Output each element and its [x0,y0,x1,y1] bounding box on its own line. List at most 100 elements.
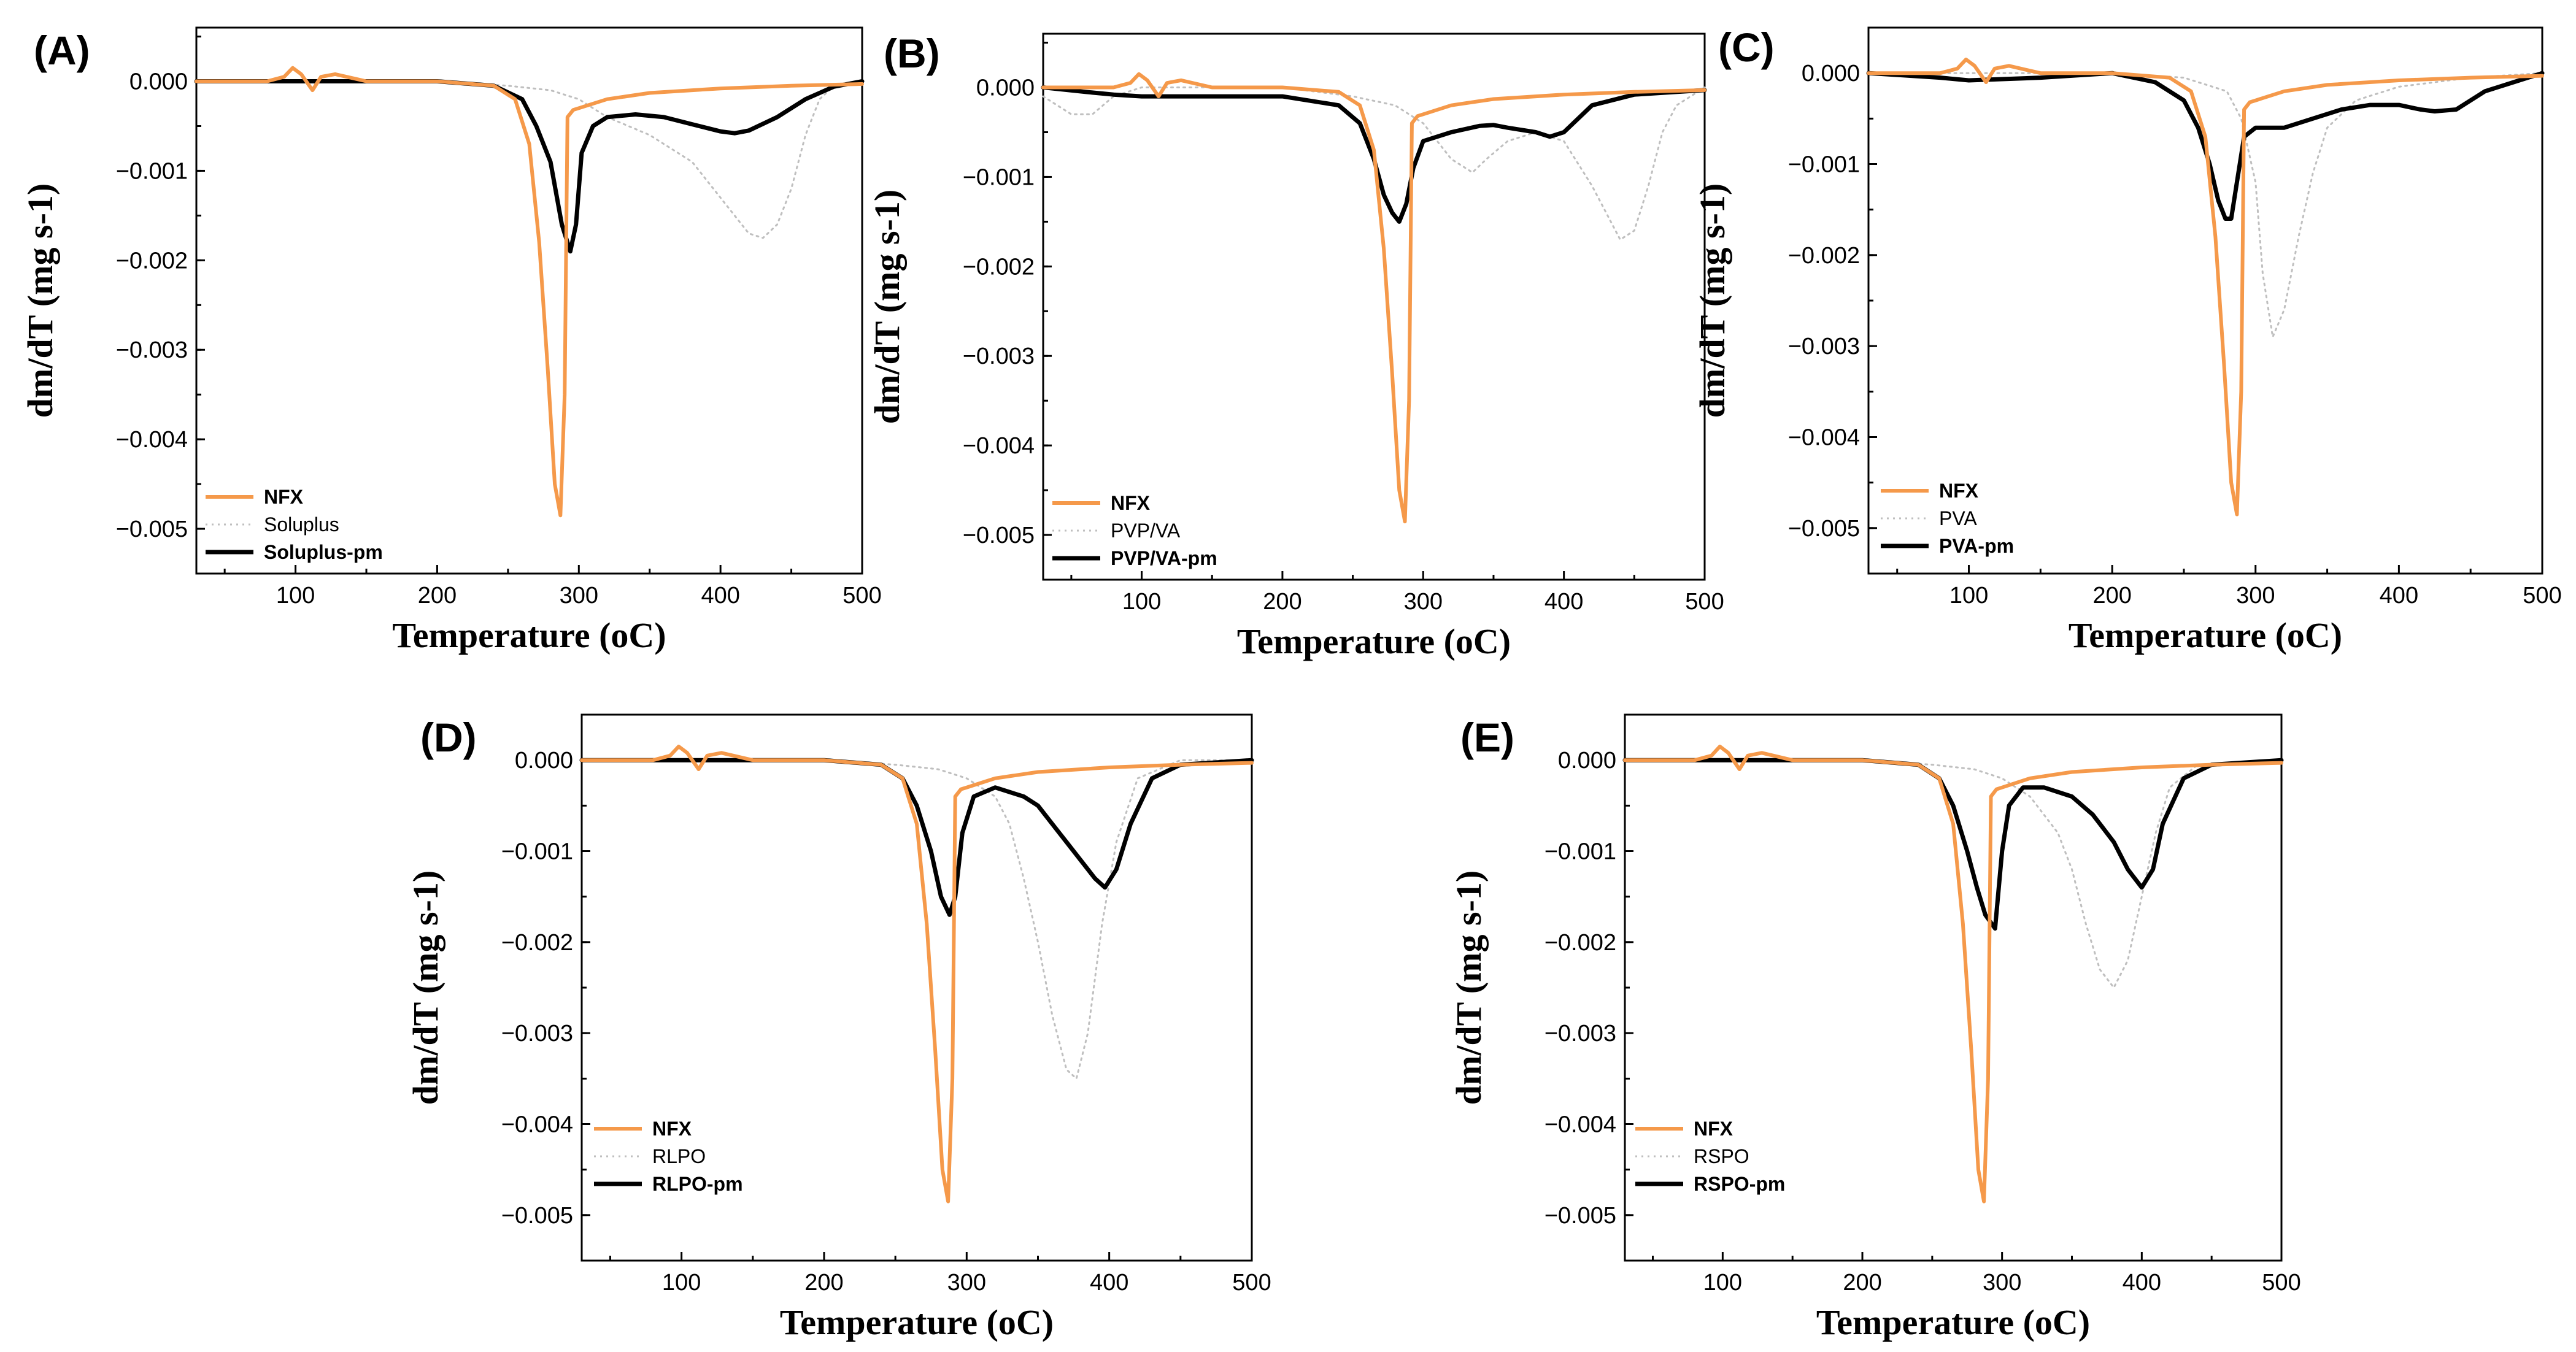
legend-label: PVA-pm [1939,535,2014,557]
series-line-nfx [1867,57,2544,517]
x-tick-label: 400 [701,583,739,609]
legend-label: RSPO [1694,1145,1749,1167]
legend-label: Soluplus-pm [264,541,383,563]
series-line-nfx [1623,744,2283,1204]
panel-label: (B) [884,31,940,76]
panel-label: (E) [1460,715,1514,760]
y-tick-label: −0.002 [963,254,1035,280]
y-tick-label: −0.003 [1788,334,1860,359]
x-tick-label: 100 [1122,589,1161,615]
series-line-nfx [580,744,1254,1204]
y-tick-label: −0.005 [501,1203,573,1229]
x-tick-label: 300 [947,1270,986,1296]
x-tick-label: 200 [1843,1270,1881,1296]
y-tick-label: −0.002 [1788,243,1860,269]
x-tick-label: 300 [560,583,598,609]
x-tick-label: 400 [2380,583,2418,609]
y-tick-label: −0.004 [1788,425,1860,451]
x-tick-label: 200 [1263,589,1301,615]
y-tick-label: −0.003 [116,337,188,363]
x-tick-label: 300 [2236,583,2275,609]
legend-label: RLPO [652,1145,706,1167]
chart-panel-3: 100 200 300 400 500 0.000 −0.001 −0.002 −0.003 −0… [1692,25,2562,655]
y-tick-label: −0.001 [963,164,1035,190]
y-tick-label: 0.000 [976,75,1035,101]
chart-panel-4: 100 200 300 400 500 0.000 −0.001 −0.002 −0.003 −0… [406,713,1271,1342]
legend-label: NFX [1694,1118,1733,1140]
x-tick-label: 500 [1232,1270,1271,1296]
series-line-soluplus-pm [194,79,865,254]
y-tick-label: −0.002 [116,248,188,274]
x-tick-label: 200 [804,1270,843,1296]
x-tick-label: 100 [1703,1270,1742,1296]
y-tick-label: −0.003 [1544,1021,1616,1047]
panel-label: (A) [34,28,90,73]
legend-label: NFX [264,486,304,508]
legend-label: NFX [652,1118,692,1140]
x-tick-label: 100 [276,583,315,609]
legend-label: PVP/VA-pm [1111,547,1217,569]
x-axis-title: Temperature (oC) [1816,1302,2090,1342]
y-tick-label: −0.004 [116,427,188,453]
x-tick-label: 400 [1544,589,1583,615]
y-tick-label: −0.005 [1544,1203,1616,1229]
plot-frame [195,26,863,575]
y-tick-label: −0.001 [1788,152,1860,178]
y-tick-label: −0.004 [963,433,1035,459]
y-tick-label: −0.002 [1544,930,1616,956]
x-tick-label: 500 [843,583,881,609]
y-tick-label: −0.001 [501,839,573,865]
x-tick-label: 300 [1404,589,1443,615]
plot-frame [1042,33,1706,581]
y-tick-label: 0.000 [1802,61,1860,86]
x-tick-label: 400 [1090,1270,1128,1296]
y-tick-label: 0.000 [129,69,188,95]
series-line-nfx [195,66,864,518]
legend-label: Soluplus [264,513,339,536]
y-tick-label: −0.002 [501,930,573,956]
x-tick-label: 200 [2092,583,2131,609]
y-tick-label: −0.005 [963,523,1035,548]
chart-panel-5: 100 200 300 400 500 0.000 −0.001 −0.002 −0.003 −0… [1449,713,2301,1342]
panel-label: (C) [1718,25,1775,70]
y-tick-label: 0.000 [515,748,573,774]
x-tick-label: 400 [2123,1270,2161,1296]
series-line-rlpo [580,759,1253,1080]
x-tick-label: 500 [2523,583,2561,609]
y-tick-label: 0.000 [1558,748,1616,774]
x-axis-title: Temperature (oC) [1237,621,1511,661]
y-tick-label: −0.004 [501,1112,573,1138]
x-tick-label: 100 [662,1270,701,1296]
x-tick-label: 500 [1685,589,1724,615]
x-tick-label: 200 [418,583,457,609]
x-tick-label: 300 [1983,1270,2021,1296]
y-tick-label: −0.003 [963,344,1035,369]
y-axis-title: dm/dT (mg s-1) [867,190,907,424]
series-line-rspo [1624,759,2283,989]
y-axis-title: dm/dT (mg s-1) [1692,183,1732,418]
y-tick-label: −0.004 [1544,1112,1616,1138]
legend-label: RLPO-pm [652,1173,743,1195]
x-tick-label: 500 [2262,1270,2300,1296]
x-tick-label: 100 [1949,583,1988,609]
y-tick-label: −0.001 [1544,839,1616,865]
y-tick-label: −0.003 [501,1021,573,1047]
y-axis-title: dm/dT (mg s-1) [1449,870,1489,1105]
panel-label: (D) [420,715,477,760]
y-tick-label: −0.001 [116,158,188,184]
legend-label: PVP/VA [1111,520,1181,542]
chart-panel-2: 100 200 300 400 500 0.000 −0.001 −0.002 −0.003 −0… [867,31,1724,661]
x-axis-title: Temperature (oC) [780,1302,1054,1342]
y-tick-label: −0.005 [116,517,188,542]
series-line-nfx [1041,72,1706,524]
y-axis-title: dm/dT (mg s-1) [20,183,60,418]
chart-panel-1: 100 200 300 400 500 0.000 −0.001 −0.002 −0.003 −0… [20,26,882,655]
x-axis-title: Temperature (oC) [2069,615,2342,655]
legend-label: PVA [1939,507,1977,529]
legend-label: RSPO-pm [1694,1173,1785,1195]
legend-label: NFX [1939,480,1979,502]
series-line-rspo-pm [1622,758,2284,931]
series-line-pva [1867,72,2543,338]
series-line-pvp-va-pm [1041,85,1707,224]
